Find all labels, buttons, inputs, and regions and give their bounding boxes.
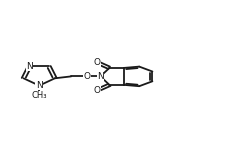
Text: O: O [93,58,100,67]
Text: O: O [93,86,100,95]
Text: N: N [26,62,33,71]
Text: N: N [97,72,103,81]
Text: O: O [83,72,90,81]
Text: N: N [36,81,43,90]
Text: CH₃: CH₃ [31,91,47,100]
